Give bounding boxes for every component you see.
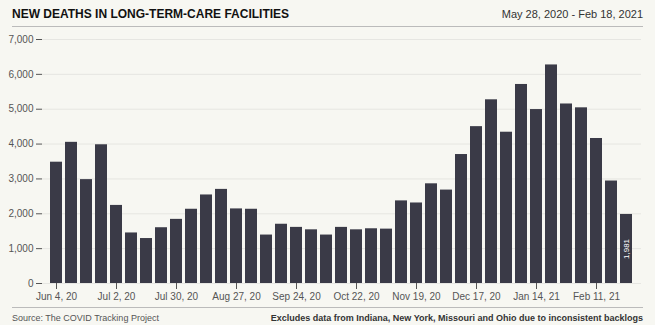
svg-text:Nov 19, 20: Nov 19, 20 bbox=[392, 291, 441, 302]
svg-text:Oct 22, 20: Oct 22, 20 bbox=[333, 291, 380, 302]
svg-text:4,000: 4,000 bbox=[8, 138, 33, 149]
html-text:NEW DEATHS IN LONG-TERM-CARE F: NEW DEATHS IN LONG-TERM-CARE FACILITIES bbox=[12, 7, 290, 21]
svg-text:1,981: 1,981 bbox=[622, 238, 631, 259]
svg-text:0: 0 bbox=[28, 278, 34, 289]
svg-text:Sep 24, 20: Sep 24, 20 bbox=[272, 291, 321, 302]
svg-text:Feb 11, 21: Feb 11, 21 bbox=[573, 291, 621, 302]
svg-text:6,000: 6,000 bbox=[8, 69, 33, 80]
svg-text:Jul 2, 20: Jul 2, 20 bbox=[98, 291, 136, 302]
html-text:Excludes data from Indiana, Ne: Excludes data from Indiana, New York, Mi… bbox=[270, 313, 643, 323]
svg-text:3,000: 3,000 bbox=[8, 173, 33, 184]
svg-text:1,000: 1,000 bbox=[8, 243, 33, 254]
svg-text:Jun 4, 20: Jun 4, 20 bbox=[36, 291, 78, 302]
html-text:Source: The COVID Tracking Pro: Source: The COVID Tracking Project bbox=[12, 313, 159, 323]
html-text:May 28, 2020 - Feb 18, 2021: May 28, 2020 - Feb 18, 2021 bbox=[501, 8, 643, 20]
svg-text:Jan 14, 21: Jan 14, 21 bbox=[513, 291, 560, 302]
svg-text:5,000: 5,000 bbox=[8, 103, 33, 114]
svg-text:Jul 30, 20: Jul 30, 20 bbox=[155, 291, 199, 302]
svg-text:2,000: 2,000 bbox=[8, 208, 33, 219]
svg-text:Dec 17, 20: Dec 17, 20 bbox=[452, 291, 501, 302]
svg-text:7,000: 7,000 bbox=[8, 34, 33, 45]
svg-text:Aug 27, 20: Aug 27, 20 bbox=[212, 291, 261, 302]
